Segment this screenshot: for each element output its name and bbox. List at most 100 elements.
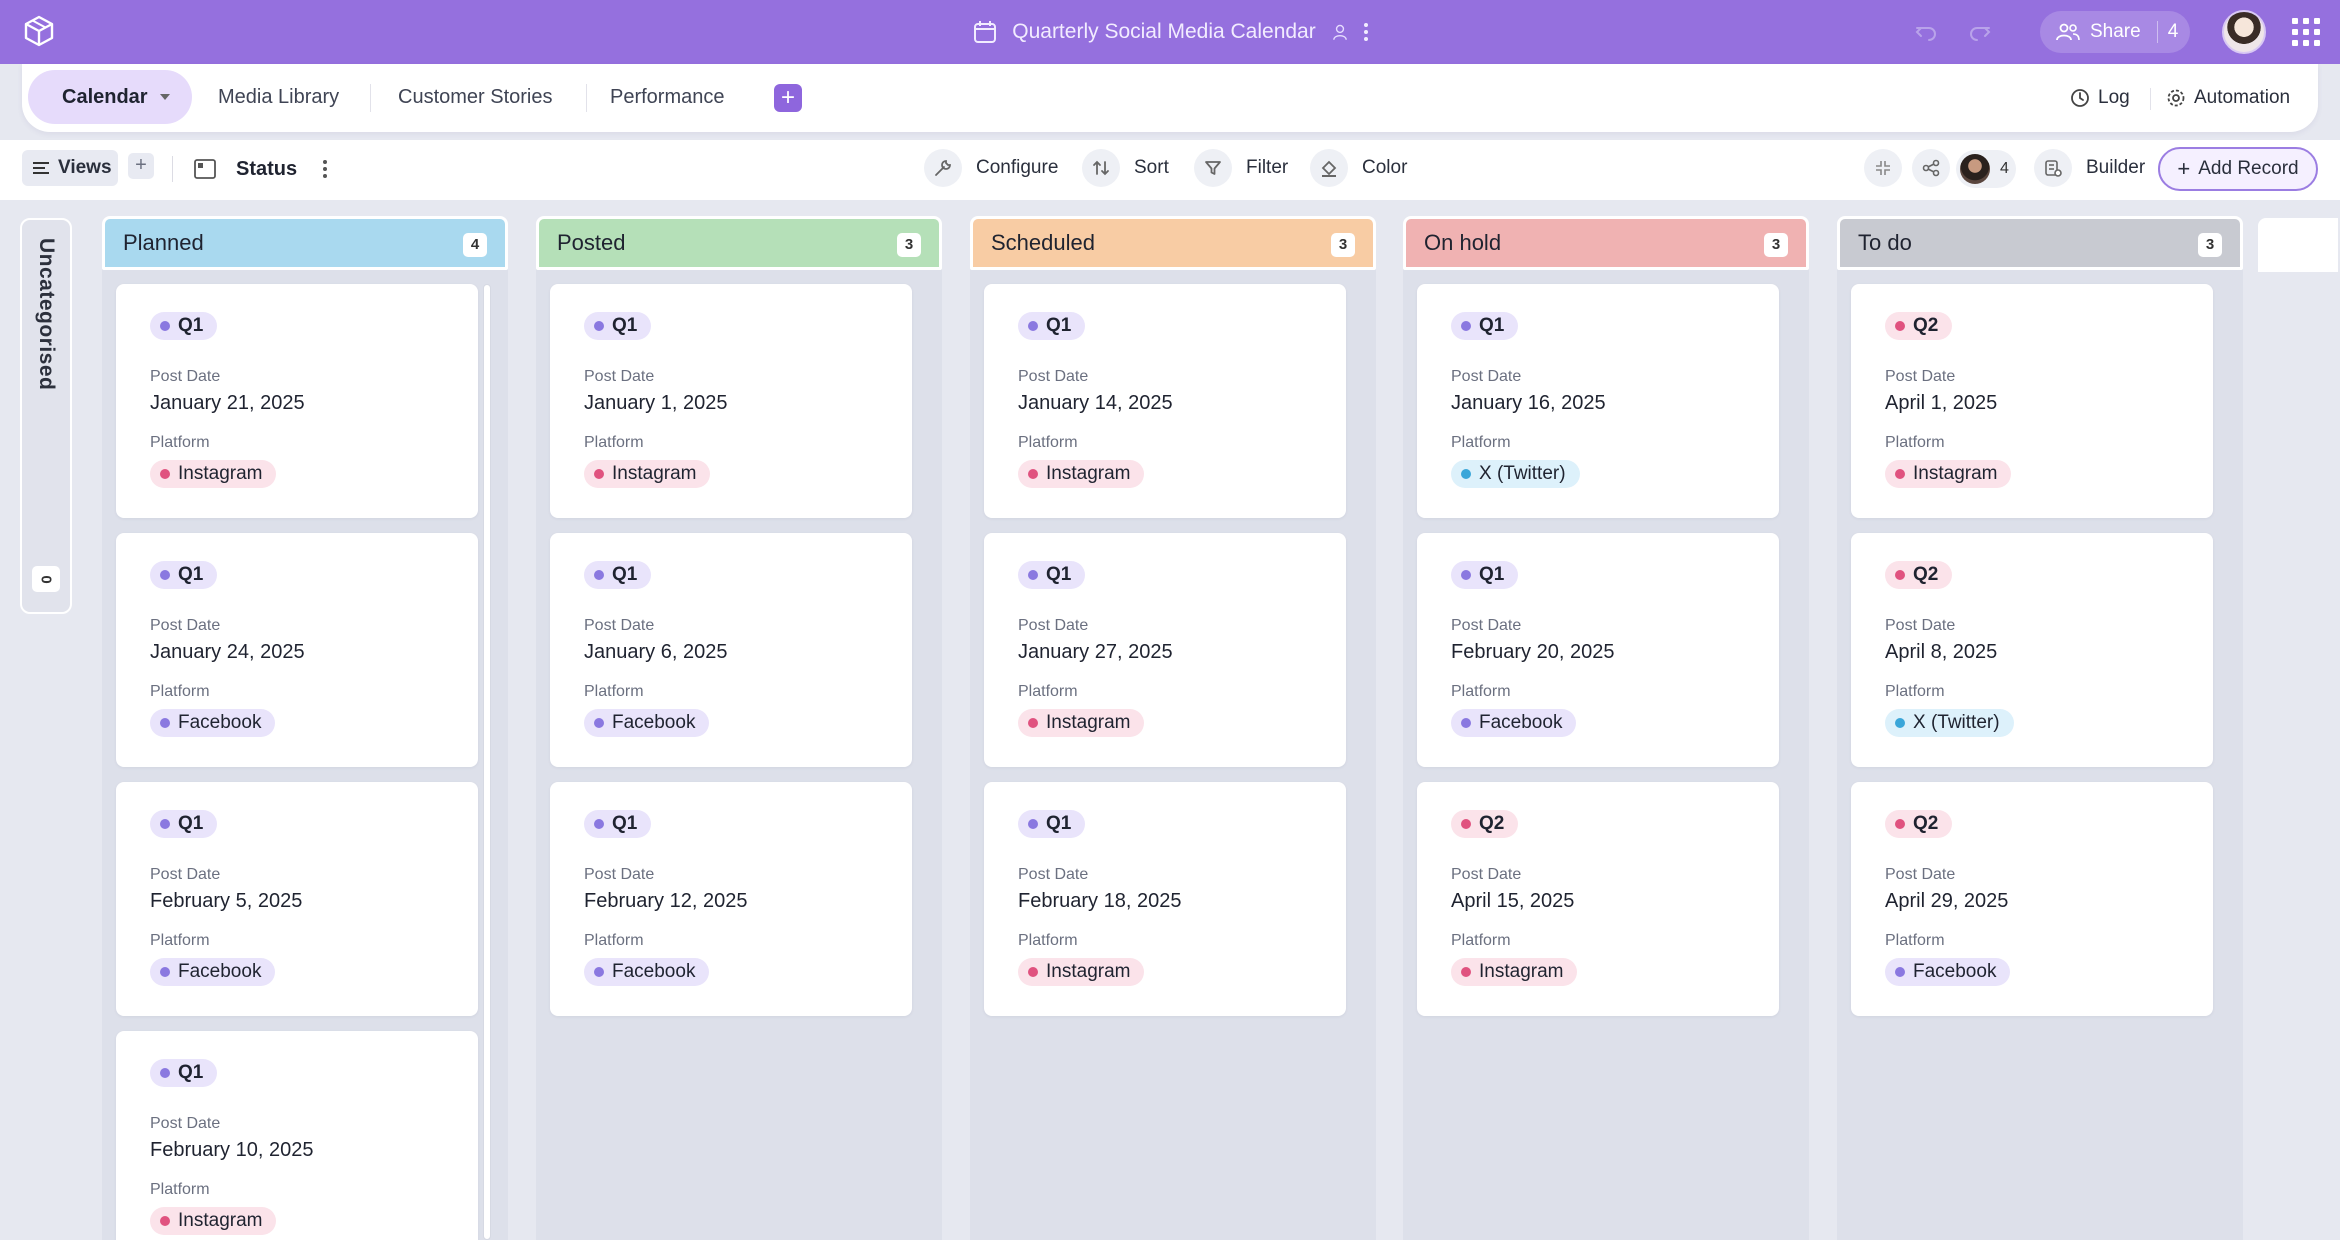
views-button[interactable]: Views	[22, 150, 118, 186]
record-card[interactable]: Q1 Post Date February 10, 2025 Platform Inst…	[116, 1031, 478, 1240]
share-button[interactable]: Share 4	[2040, 11, 2190, 53]
quarter-label: Q1	[178, 315, 204, 336]
tab-calendar[interactable]: Calendar	[28, 70, 192, 124]
platform-value: Instagram	[178, 1210, 263, 1231]
add-record-button[interactable]: + Add Record	[2158, 147, 2318, 191]
uncategorised-count: 0	[32, 566, 60, 592]
tag-dot-icon	[1461, 570, 1471, 580]
post-date-label: Post Date	[584, 866, 655, 883]
record-card[interactable]: Q1 Post Date February 12, 2025 Platform Face…	[550, 782, 912, 1016]
current-view[interactable]: Status	[194, 152, 328, 186]
platform-value: Instagram	[178, 463, 263, 484]
add-view-button[interactable]: +	[128, 153, 154, 179]
record-card[interactable]: Q2 Post Date April 15, 2025 Platform Instagr…	[1417, 782, 1779, 1016]
gear-icon	[2167, 89, 2185, 107]
redo-icon[interactable]	[1966, 18, 1994, 46]
column-header[interactable]: Scheduled 3	[970, 216, 1376, 270]
record-card[interactable]: Q1 Post Date January 6, 2025 Platform Facebo…	[550, 533, 912, 767]
post-date-value: January 21, 2025	[150, 392, 305, 414]
tab-media-library[interactable]: Media Library	[218, 85, 340, 108]
post-date-value: April 8, 2025	[1885, 641, 1998, 663]
color-button[interactable]: Color	[1310, 148, 1407, 188]
column-scrollbar[interactable]	[483, 284, 491, 1240]
post-date-label: Post Date	[1885, 368, 1956, 385]
tab-performance[interactable]: Performance	[610, 85, 725, 108]
column-header[interactable]: Planned 4	[102, 216, 508, 270]
builder-button[interactable]: Builder	[2034, 148, 2145, 188]
post-date-value: January 1, 2025	[584, 392, 728, 414]
post-date-value: April 29, 2025	[1885, 890, 2009, 912]
record-card[interactable]: Q1 Post Date January 21, 2025 Platform Insta…	[116, 284, 478, 518]
tag-dot-icon	[160, 570, 170, 580]
app-logo-icon[interactable]	[22, 14, 56, 48]
apps-grid-icon[interactable]	[2292, 18, 2320, 46]
post-date-label: Post Date	[1018, 617, 1089, 634]
platform-tag: Instagram	[1451, 958, 1578, 986]
add-column-placeholder[interactable]	[2258, 218, 2338, 272]
post-date-label: Post Date	[1885, 866, 1956, 883]
log-button[interactable]: Log	[2070, 82, 2130, 114]
column-title: On hold	[1424, 230, 1502, 255]
record-card[interactable]: Q2 Post Date April 8, 2025 Platform X (Twitt…	[1851, 533, 2213, 767]
quarter-tag: Q1	[150, 312, 218, 340]
column-header[interactable]: On hold 3	[1403, 216, 1809, 270]
tag-dot-icon	[594, 321, 604, 331]
record-card[interactable]: Q2 Post Date April 29, 2025 Platform Faceboo…	[1851, 782, 2213, 1016]
tag-dot-icon	[1895, 570, 1905, 580]
record-card[interactable]: Q1 Post Date January 14, 2025 Platform Insta…	[984, 284, 1346, 518]
record-card[interactable]: Q1 Post Date February 20, 2025 Platform Face…	[1417, 533, 1779, 767]
share-view-icon[interactable]	[1912, 149, 1950, 187]
quarter-label: Q1	[178, 564, 204, 585]
kanban-column: Scheduled 3 Q1 Post Date January 14, 2025 Pla…	[970, 216, 1376, 1240]
uncategorised-label: Uncategorised	[35, 238, 58, 391]
tag-dot-icon	[1895, 967, 1905, 977]
quarter-tag: Q1	[1018, 810, 1086, 838]
filter-button[interactable]: Filter	[1194, 148, 1288, 188]
collapse-icon[interactable]	[1864, 149, 1902, 187]
platform-value: Facebook	[1479, 712, 1563, 733]
platform-tag: Instagram	[584, 460, 711, 488]
post-date-label: Post Date	[1451, 368, 1522, 385]
post-date-label: Post Date	[150, 1115, 221, 1132]
platform-tag: Facebook	[150, 709, 276, 737]
column-header[interactable]: Posted 3	[536, 216, 942, 270]
platform-tag: Instagram	[150, 460, 277, 488]
tag-dot-icon	[1461, 718, 1471, 728]
platform-label: Platform	[1885, 434, 1945, 451]
undo-icon[interactable]	[1912, 18, 1940, 46]
quarter-tag: Q1	[584, 561, 652, 589]
platform-tag: Instagram	[1885, 460, 2012, 488]
uncategorised-column[interactable]: Uncategorised	[20, 218, 72, 614]
record-card[interactable]: Q1 Post Date January 16, 2025 Platform X (Tw…	[1417, 284, 1779, 518]
post-date-value: February 5, 2025	[150, 890, 303, 912]
configure-button[interactable]: Configure	[924, 148, 1058, 188]
tag-dot-icon	[160, 1068, 170, 1078]
quarter-label: Q2	[1913, 564, 1939, 585]
record-card[interactable]: Q1 Post Date January 24, 2025 Platform Faceb…	[116, 533, 478, 767]
sort-button[interactable]: Sort	[1082, 148, 1169, 188]
quarter-label: Q1	[178, 1062, 204, 1083]
record-card[interactable]: Q1 Post Date January 1, 2025 Platform Instag…	[550, 284, 912, 518]
record-card[interactable]: Q1 Post Date February 5, 2025 Platform Faceb…	[116, 782, 478, 1016]
add-tab-button[interactable]: +	[774, 84, 802, 112]
platform-value: Instagram	[1479, 961, 1564, 982]
record-card[interactable]: Q1 Post Date February 18, 2025 Platform Inst…	[984, 782, 1346, 1016]
record-card[interactable]: Q1 Post Date January 27, 2025 Platform Insta…	[984, 533, 1346, 767]
tab-customer-stories[interactable]: Customer Stories	[398, 85, 553, 108]
post-date-value: January 6, 2025	[584, 641, 728, 663]
quarter-tag: Q1	[584, 810, 652, 838]
quarter-label: Q2	[1479, 813, 1505, 834]
view-more-icon[interactable]	[323, 160, 328, 178]
post-date-label: Post Date	[1885, 617, 1956, 634]
user-avatar[interactable]	[2222, 10, 2266, 54]
platform-label: Platform	[150, 932, 210, 949]
column-header[interactable]: To do 3	[1837, 216, 2243, 270]
collaborators[interactable]: 4	[1956, 150, 2016, 188]
column-title: Planned	[123, 230, 204, 255]
automation-button[interactable]: Automation	[2166, 82, 2290, 114]
user-icon[interactable]	[1330, 22, 1350, 42]
title-more-icon[interactable]	[1363, 23, 1368, 41]
platform-tag: Instagram	[150, 1207, 277, 1235]
record-card[interactable]: Q2 Post Date April 1, 2025 Platform Instagra…	[1851, 284, 2213, 518]
document-title[interactable]: Quarterly Social Media Calendar	[1012, 20, 1316, 43]
